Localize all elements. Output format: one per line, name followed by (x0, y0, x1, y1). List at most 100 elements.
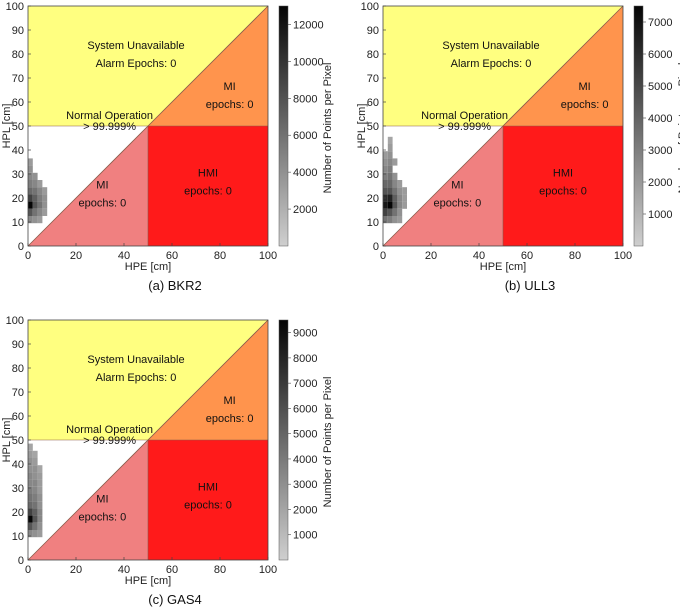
region-label-mi-lower: MI (96, 179, 108, 191)
colorbar-tick-label: 8000 (293, 93, 317, 105)
y-tick-label: 20 (12, 507, 24, 519)
region-label-hmi: epochs: 0 (539, 185, 587, 197)
y-tick-label: 20 (12, 193, 24, 205)
colorbar-tick-label: 1000 (648, 209, 672, 221)
region-label-unavailable: Alarm Epochs: 0 (96, 58, 177, 70)
density-cell (392, 194, 398, 202)
density-cell (28, 522, 33, 530)
x-tick-label: 60 (166, 564, 178, 576)
density-cell (392, 172, 398, 180)
density-cell (402, 201, 407, 209)
y-tick-label: 50 (12, 121, 24, 133)
region-label-mi-upper: epochs: 0 (206, 99, 254, 111)
density-cell (383, 187, 388, 195)
x-tick-label: 0 (25, 564, 31, 576)
density-cell (392, 158, 398, 166)
density-cell (37, 472, 43, 480)
region-label-mi-upper: epochs: 0 (561, 99, 609, 111)
y-tick-label: 10 (12, 531, 24, 543)
density-cell (387, 165, 393, 173)
density-cell (392, 201, 398, 209)
panel-caption: (a) BKR2 (148, 278, 201, 293)
y-tick-label: 40 (367, 145, 379, 157)
density-cell (42, 194, 48, 202)
density-cell (28, 180, 33, 188)
panel-caption: (c) GAS4 (148, 592, 201, 607)
density-cell (383, 158, 388, 166)
density-cell (37, 201, 43, 209)
region-label-mi-lower: epochs: 0 (434, 197, 482, 209)
y-tick-label: 0 (18, 241, 24, 253)
y-tick-label: 100 (6, 315, 24, 327)
density-cell (387, 201, 393, 209)
region-label-mi-lower: MI (96, 493, 108, 505)
density-cell (397, 187, 403, 195)
density-cell (387, 158, 393, 166)
colorbar-tick-label: 8000 (293, 353, 317, 365)
y-axis-label: HPL [cm] (1, 104, 13, 149)
colorbar-tick-label: 7000 (648, 17, 672, 29)
panel-caption: (b) ULL3 (505, 278, 556, 293)
density-cell (37, 465, 43, 473)
colorbar-tick-label: 10000 (293, 56, 324, 68)
density-cell (37, 208, 43, 216)
density-cell (383, 180, 388, 188)
density-cell (392, 187, 398, 195)
region-system-unavailable (28, 6, 268, 126)
density-cell (28, 165, 33, 173)
y-tick-label: 70 (367, 73, 379, 85)
y-tick-label: 90 (12, 25, 24, 37)
density-cell (42, 208, 48, 216)
density-cell (387, 136, 393, 144)
colorbar-tick-label: 6000 (293, 403, 317, 415)
region-label-unavailable: Alarm Epochs: 0 (451, 58, 532, 70)
x-tick-label: 100 (259, 250, 277, 262)
y-tick-label: 50 (12, 435, 24, 447)
x-tick-label: 80 (214, 564, 226, 576)
x-tick-label: 0 (25, 250, 31, 262)
x-axis-label: HPE [cm] (125, 575, 171, 587)
density-cell (32, 465, 38, 473)
colorbar-tick-label: 2000 (293, 204, 317, 216)
x-tick-label: 20 (70, 564, 82, 576)
density-cell (397, 180, 403, 188)
density-cell (37, 508, 43, 516)
region-hmi (148, 440, 268, 560)
density-cell (383, 151, 388, 159)
y-tick-label: 40 (12, 459, 24, 471)
density-cell (28, 158, 33, 166)
density-cell (37, 530, 43, 538)
density-cell (28, 472, 33, 480)
density-cell (383, 201, 388, 209)
y-tick-label: 100 (361, 1, 379, 13)
region-label-hmi: HMI (198, 481, 218, 493)
density-cell (28, 494, 33, 502)
density-cell (28, 458, 33, 466)
density-cell (387, 187, 393, 195)
region-label-hmi: epochs: 0 (184, 185, 232, 197)
colorbar-tick-label: 5000 (293, 429, 317, 441)
density-cell (28, 486, 33, 494)
y-tick-label: 0 (373, 241, 379, 253)
density-cell (32, 194, 38, 202)
density-cell (32, 522, 38, 530)
colorbar (278, 5, 289, 247)
y-tick-label: 30 (12, 483, 24, 495)
density-cell (397, 201, 403, 209)
colorbar-tick-label: 12000 (293, 19, 324, 31)
y-tick-label: 70 (12, 73, 24, 85)
density-cell (387, 216, 393, 224)
region-label-unavailable: System Unavailable (87, 354, 184, 366)
y-tick-label: 70 (12, 387, 24, 399)
density-cell (37, 187, 43, 195)
density-cell (32, 501, 38, 509)
density-cell (37, 216, 43, 224)
density-cell (28, 450, 33, 458)
region-label-unavailable: System Unavailable (87, 40, 184, 52)
y-axis-label: HPL [cm] (1, 418, 13, 463)
x-tick-label: 80 (569, 250, 581, 262)
y-tick-label: 90 (367, 25, 379, 37)
density-cell (32, 530, 38, 538)
